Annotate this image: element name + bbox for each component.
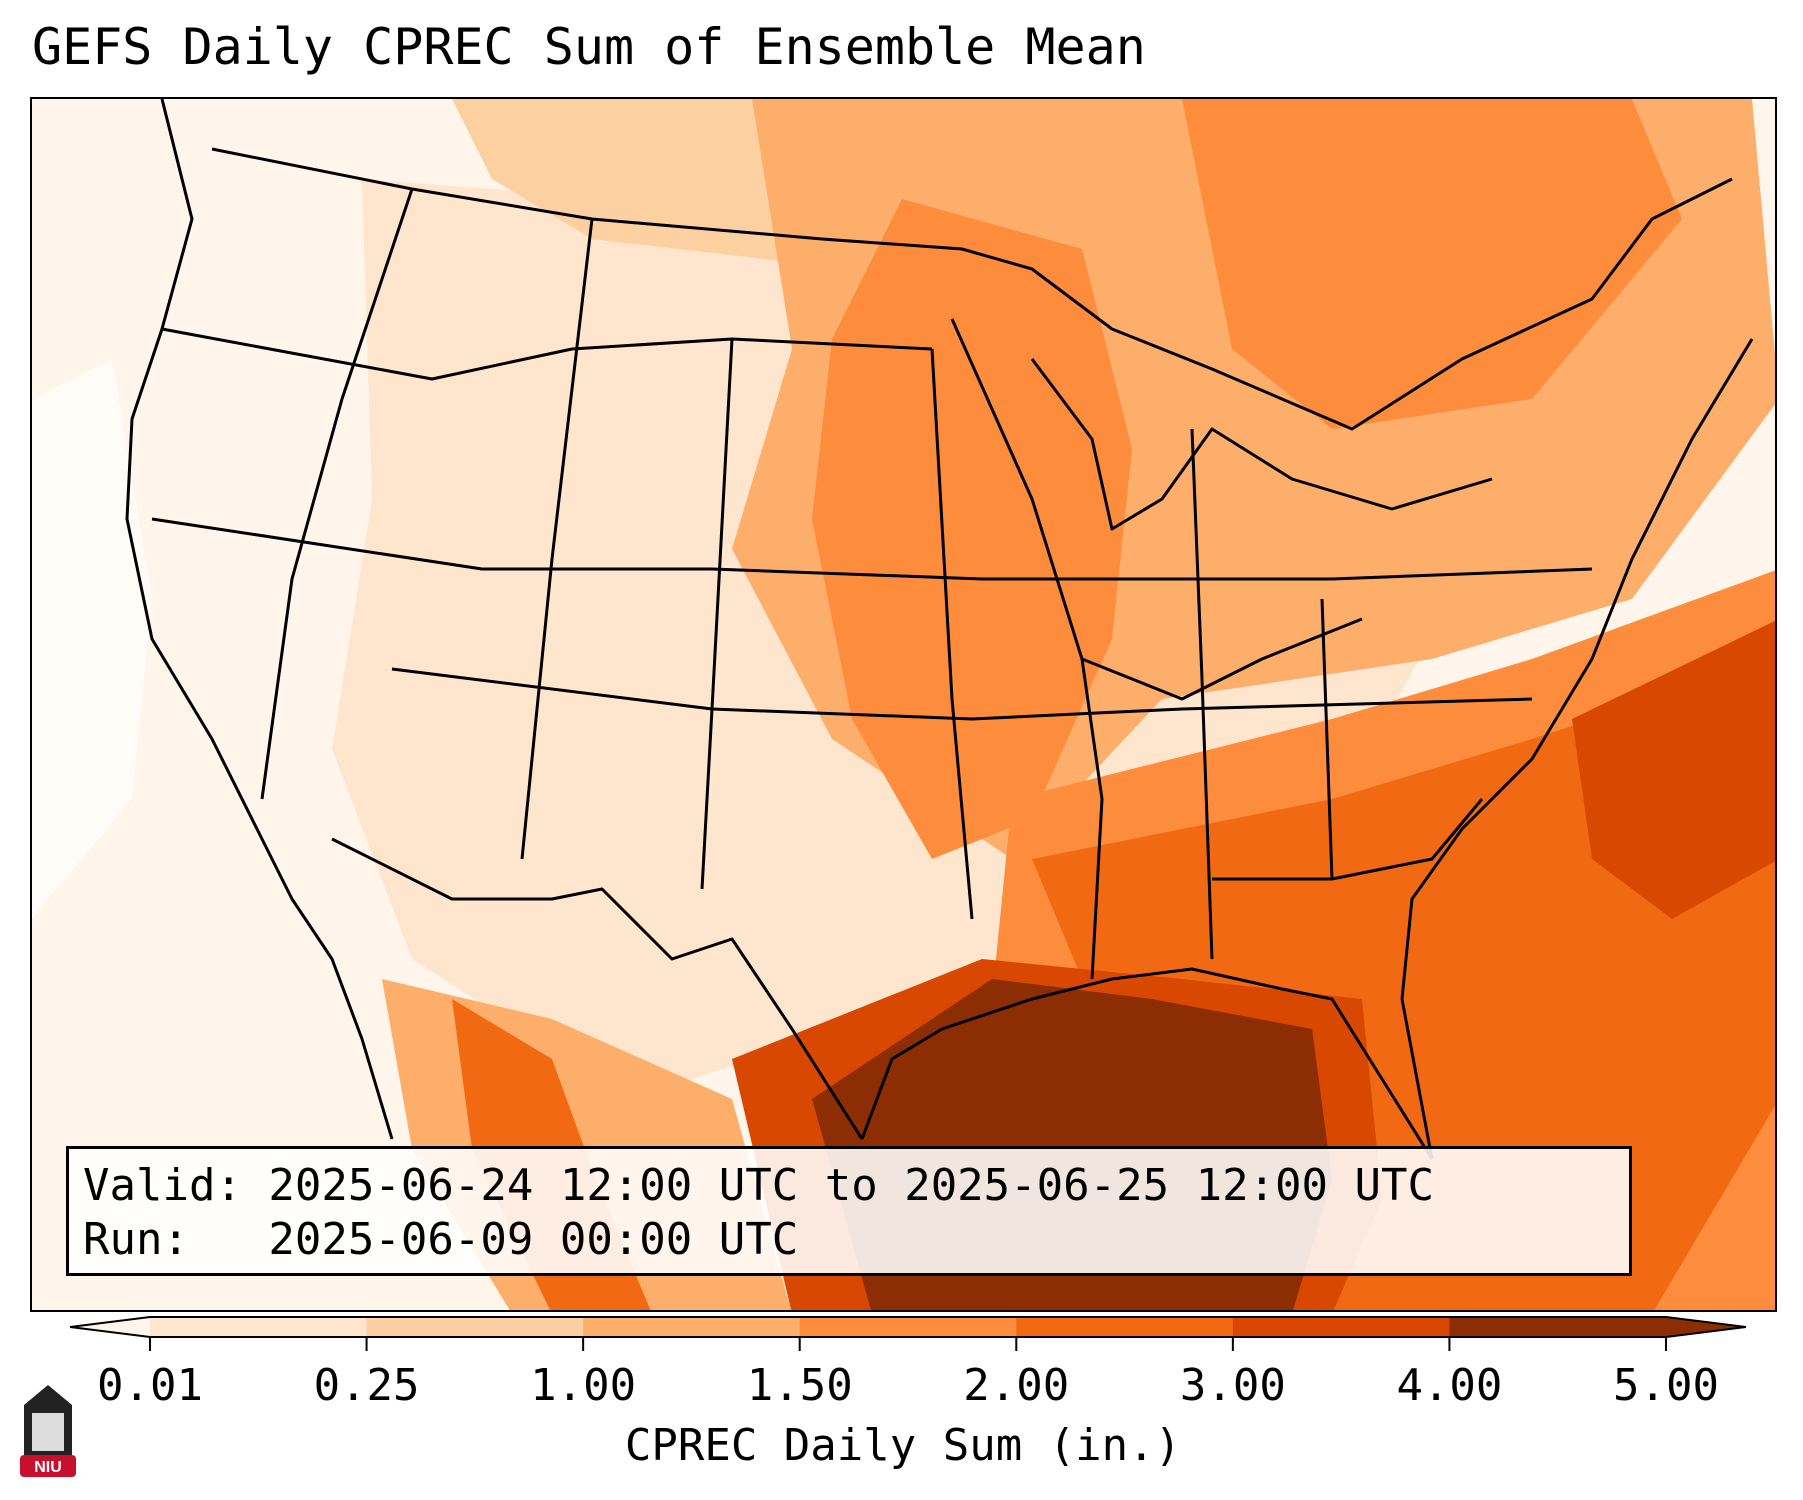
field-pacific-light	[32, 359, 152, 919]
logo-badge	[20, 1455, 76, 1477]
west-coast-outline	[125, 99, 394, 1140]
colorbar-tick-label: 2.00	[963, 1360, 1070, 1411]
colorbar-swatch	[150, 1317, 368, 1337]
colorbar-swatch	[583, 1317, 801, 1337]
colorbar-tick-label: 5.00	[1613, 1360, 1719, 1411]
colorbar-tick-label: 1.50	[746, 1360, 853, 1411]
colorbar-swatch	[799, 1317, 1017, 1337]
logo-window	[32, 1413, 64, 1451]
boundary-long-2	[700, 338, 734, 890]
valid-run-info-box: Valid: 2025-06-24 12:00 UTC to 2025-06-2…	[66, 1146, 1632, 1276]
colorbar-extend-max	[1666, 1317, 1746, 1337]
logo-text: NIU	[34, 1459, 62, 1476]
gulf-coast	[860, 967, 1434, 1160]
boundary-divide	[260, 188, 414, 800]
colorbar-swatch	[366, 1317, 584, 1337]
run-time-line: Run: 2025-06-09 00:00 UTC	[83, 1214, 799, 1265]
boundary-long-1	[520, 218, 594, 860]
colorbar-tick-label: 0.01	[97, 1360, 203, 1411]
boundary-long-5	[1320, 598, 1334, 880]
boundary-long-4	[1190, 428, 1214, 960]
colorbar-tick-label: 3.00	[1179, 1360, 1286, 1411]
state-boundaries	[125, 99, 1754, 1160]
niu-logo: NIU	[20, 1385, 76, 1477]
boundary-southeast	[1212, 798, 1484, 881]
colorbar	[70, 1316, 1746, 1351]
colorbar-label: CPREC Daily Sum (in.)	[624, 1420, 1182, 1471]
colorbar-swatches	[70, 1317, 1746, 1337]
colorbar-ticks	[149, 1337, 1667, 1351]
boundary-lakes	[1030, 358, 1493, 531]
atlantic-coast	[1400, 338, 1754, 1160]
colorbar-tick-label: 1.00	[530, 1360, 637, 1411]
colorbar-swatch	[1016, 1317, 1234, 1337]
boundary-41	[151, 517, 1593, 581]
field-midwest	[812, 199, 1132, 859]
colorbar-swatch	[1232, 1317, 1450, 1337]
boundary-long-3	[930, 348, 974, 920]
map-title: GEFS Daily CPREC Sum of Ensemble Mean	[32, 18, 1146, 76]
precipitation-map[interactable]	[30, 97, 1777, 1312]
valid-time-line: Valid: 2025-06-24 12:00 UTC to 2025-06-2…	[83, 1160, 1435, 1211]
colorbar-tick-label: 4.00	[1396, 1360, 1503, 1411]
field-atlantic-max	[1572, 620, 1775, 919]
colorbar-swatch	[1449, 1317, 1667, 1337]
map-canvas	[32, 99, 1775, 1310]
colorbar-extend-min	[70, 1317, 150, 1337]
us-mexico-border	[331, 837, 864, 1140]
boundary-37	[391, 667, 1533, 721]
field-northeast	[1182, 99, 1682, 429]
boundary-ohio	[1081, 617, 1363, 701]
colorbar-tick-label: 0.25	[313, 1360, 420, 1411]
boundary-45	[161, 327, 933, 381]
